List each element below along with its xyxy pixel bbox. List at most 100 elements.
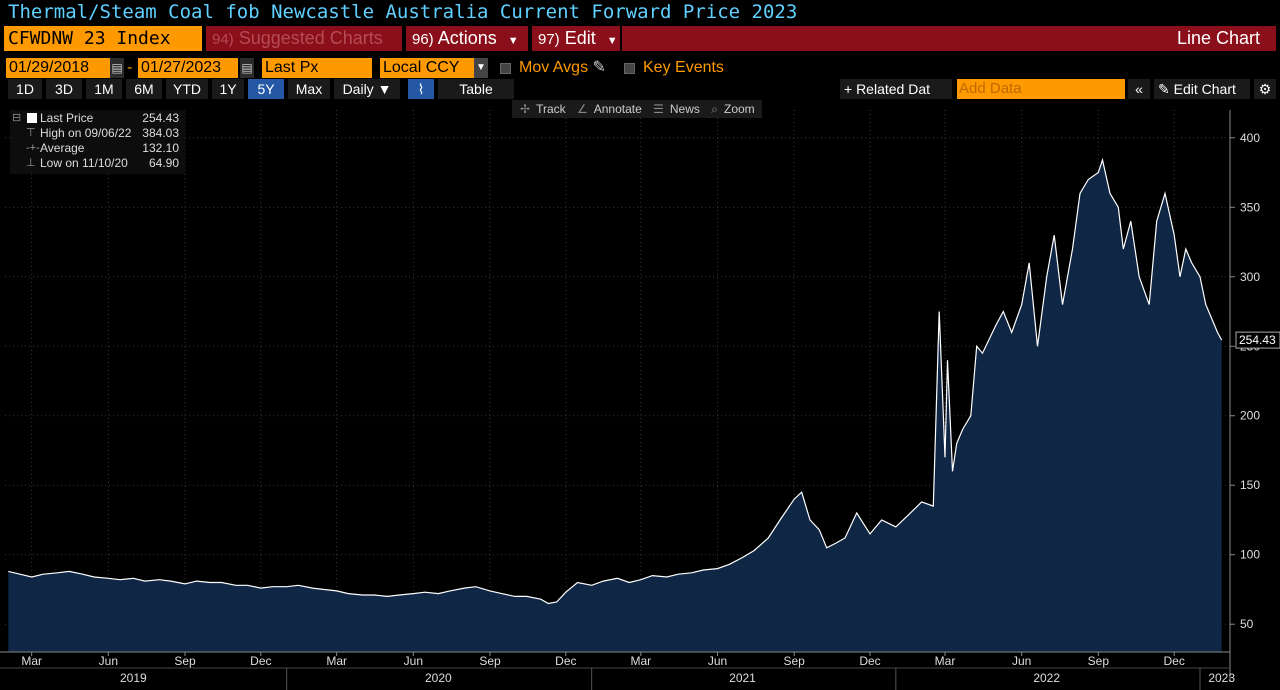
series-area [8,160,1222,652]
legend-avg-label: Average [40,141,85,155]
legend-avg-value: 132.10 [142,141,179,155]
calendar-icon[interactable]: ▤ [240,58,254,78]
x-tick-label: Mar [326,654,347,668]
add-data-input[interactable]: Add Data [957,79,1125,99]
chart-type-label[interactable]: Line Chart [1176,28,1260,48]
x-tick-label: Sep [479,654,501,668]
start-date-field[interactable]: 01/29/2018 [6,58,110,78]
collapse-legend-icon[interactable]: ⊟ [12,112,22,124]
y-tick-label: 400 [1240,131,1260,145]
x-tick-label: Mar [935,654,956,668]
x-year-label: 2023 [1208,671,1235,685]
collapse-icon[interactable]: « [1128,79,1150,99]
edit-label: Edit [564,28,596,48]
x-tick-label: Dec [555,654,576,668]
legend-low-row: ⊥ Low on 11/10/20 64.90 [10,156,185,171]
series-swatch [27,113,37,123]
range-max-button[interactable]: Max [288,79,330,99]
parameter-bar: 01/29/2018 ▤ - 01/27/2023 ▤ Last Px Loca… [0,56,1280,78]
x-tick-label: Mar [21,654,42,668]
y-tick-label: 50 [1240,617,1254,631]
annotate-icon[interactable]: ∠ [576,102,588,116]
range-ytd-button[interactable]: YTD [166,79,208,99]
y-tick-label: 150 [1240,478,1260,492]
price-chart[interactable]: 50100150200250300350400254.43MarJunSepDe… [0,100,1280,690]
price-field-select[interactable]: Last Px [262,58,372,78]
legend-low-label: Low on 11/10/20 [40,156,128,170]
legend-high-value: 384.03 [142,126,179,140]
mov-avgs-label[interactable]: Mov Avgs ✎ [519,59,606,76]
range-1y-button[interactable]: 1Y [212,79,244,99]
news-button[interactable]: News [669,102,700,116]
range-bar: 1D 3D 1M 6M YTD 1Y 5Y Max Daily ▼ ⌇ Tabl… [0,78,1280,100]
suggested-charts-button[interactable]: 94) Suggested Charts [206,26,402,51]
page-title: Thermal/Steam Coal fob Newcastle Austral… [8,1,798,23]
x-tick-label: Dec [250,654,271,668]
currency-select[interactable]: Local CCY [380,58,474,78]
title-bar: Thermal/Steam Coal fob Newcastle Austral… [0,0,1280,26]
related-data-button[interactable]: + Related Dat [840,79,952,99]
edit-menu-button[interactable]: 97) Edit ▼ [532,26,620,51]
x-year-label: 2021 [729,671,756,685]
x-tick-label: Jun [1012,654,1031,668]
x-tick-label: Sep [783,654,805,668]
series-line [8,157,1223,605]
track-button[interactable]: Track [536,102,566,116]
zoom-icon[interactable]: ⌕ [711,102,718,116]
suggested-label: Suggested Charts [238,28,383,48]
actions-menu-button[interactable]: 96) Actions ▼ [406,26,528,51]
y-tick-label: 300 [1240,270,1260,284]
x-year-label: 2022 [1033,671,1060,685]
annotate-button[interactable]: Annotate [593,102,642,116]
table-button[interactable]: Table [438,79,514,99]
mov-avgs-checkbox[interactable] [500,63,511,74]
last-price-label: 254.43 [1239,333,1276,347]
range-6m-button[interactable]: 6M [126,79,162,99]
command-bar: CFWDNW 23 Index Line Chart 94) Suggested… [0,26,1280,52]
legend-last-row: ⊟ Last Price 254.43 [10,111,185,126]
range-3d-button[interactable]: 3D [46,79,82,99]
track-icon[interactable]: ✢ [520,102,531,116]
key-events-checkbox[interactable] [624,63,635,74]
x-tick-label: Dec [1163,654,1184,668]
y-tick-label: 100 [1240,548,1260,562]
x-tick-label: Sep [1088,654,1110,668]
x-tick-label: Jun [404,654,423,668]
line-chart-icon[interactable]: ⌇ [408,79,434,99]
chevron-down-icon: ▼ [377,81,392,97]
ticker-field[interactable]: CFWDNW 23 Index [4,26,202,51]
actions-label: Actions [437,28,497,48]
news-icon[interactable]: ☰ [653,102,664,116]
high-marker-icon: ⊤ [26,127,36,139]
chart-legend: ⊟ Last Price 254.43 ⊤ High on 09/06/22 3… [10,110,185,174]
pencil-icon[interactable]: ✎ [592,59,606,76]
average-marker-icon: -+- [26,142,40,154]
chevron-down-icon: ▼ [507,35,519,47]
pencil-icon: ✎ [1158,81,1170,97]
end-date-field[interactable]: 01/27/2023 [138,58,238,78]
y-tick-label: 200 [1240,409,1260,423]
chevron-down-icon: ▼ [606,35,618,47]
x-tick-label: Sep [174,654,196,668]
zoom-button[interactable]: Zoom [723,102,755,116]
x-year-label: 2019 [120,671,147,685]
range-1m-button[interactable]: 1M [86,79,122,99]
edit-num: 97) [538,31,560,48]
chevron-down-icon[interactable]: ▼ [474,58,488,78]
legend-avg-row: -+- Average 132.10 [10,141,185,156]
last-price-tag [1235,331,1280,349]
gear-icon[interactable]: ⚙ [1254,79,1276,99]
periodicity-select[interactable]: Daily ▼ [334,79,400,99]
legend-last-value: 254.43 [142,111,179,125]
suggested-num: 94) [212,31,234,48]
legend-high-row: ⊤ High on 09/06/22 384.03 [10,126,185,141]
x-tick-label: Dec [859,654,880,668]
x-tick-label: Mar [630,654,651,668]
range-1d-button[interactable]: 1D [8,79,42,99]
edit-chart-button[interactable]: ✎ Edit Chart [1154,79,1250,99]
key-events-label[interactable]: Key Events [643,59,724,76]
calendar-icon[interactable]: ▤ [110,58,124,78]
menu-bar-fill: Line Chart [622,26,1276,51]
range-5y-button[interactable]: 5Y [248,79,284,99]
x-tick-label: Jun [708,654,727,668]
